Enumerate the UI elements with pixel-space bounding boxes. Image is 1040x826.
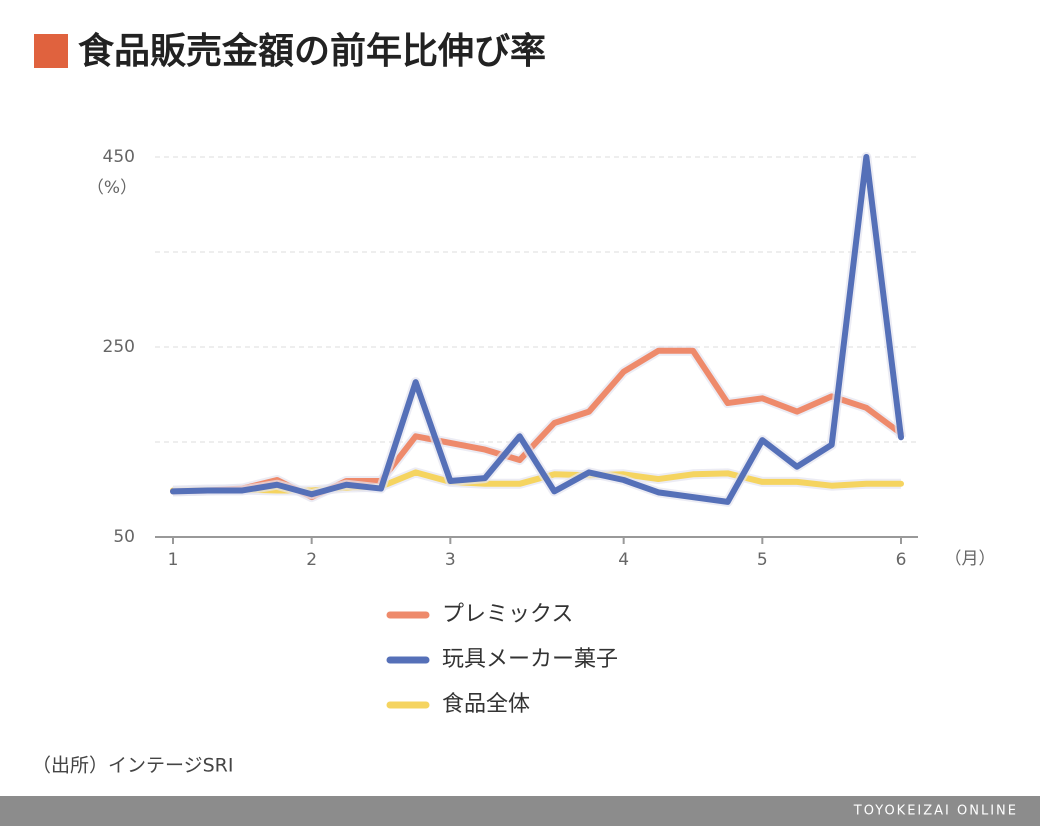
x-tick-label: 3 — [445, 550, 456, 570]
x-tick-label: 5 — [757, 550, 768, 570]
chart-title: 食品販売金額の前年比伸び率 — [78, 30, 546, 72]
footer: TOYOKEIZAI ONLINE — [853, 804, 1018, 819]
x-tick-label: 4 — [618, 550, 629, 570]
legend-label: 玩具メーカー菓子 — [442, 647, 618, 672]
x-unit: （月） — [945, 549, 996, 569]
x-tick-label: 2 — [306, 550, 317, 570]
x-tick-label: 1 — [168, 550, 179, 570]
source: （出所）インテージSRI — [32, 755, 234, 777]
y-unit: （%） — [87, 178, 137, 198]
y-tick-label: 450 — [103, 147, 135, 167]
y-tick-label: 250 — [103, 337, 135, 357]
legend-label: プレミックス — [442, 602, 573, 627]
footer-bar — [0, 796, 1040, 826]
series-line — [170, 154, 904, 505]
series-halo — [172, 152, 906, 507]
y-tick-label: 50 — [113, 527, 135, 547]
title-square — [34, 34, 68, 68]
x-tick-label: 6 — [896, 550, 907, 570]
legend-label: 食品全体 — [442, 692, 530, 717]
